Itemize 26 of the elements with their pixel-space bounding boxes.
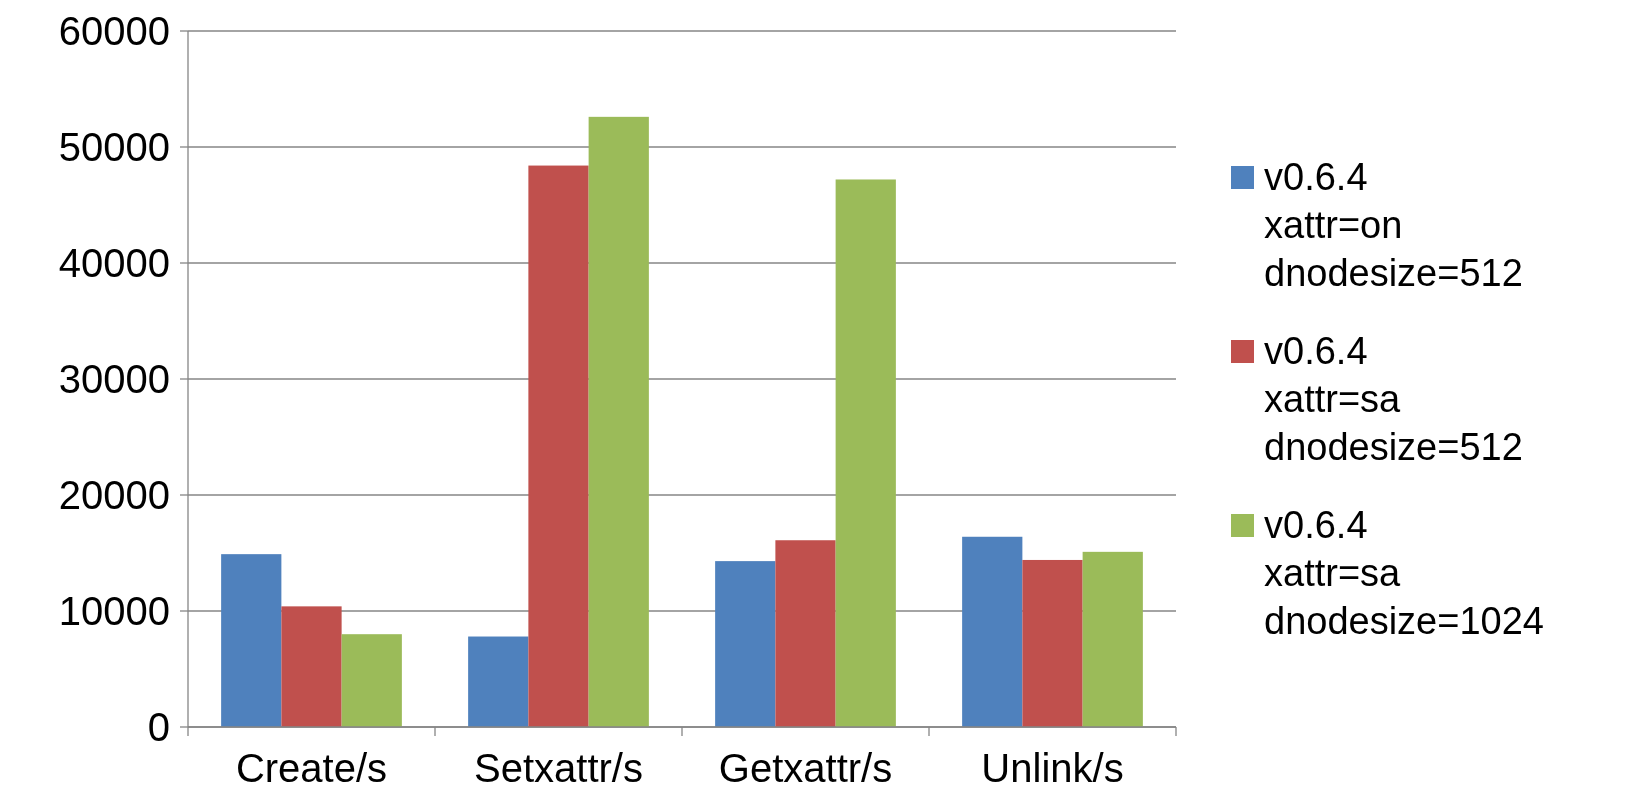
bar xyxy=(281,606,342,727)
bar xyxy=(468,636,529,727)
legend-label: v0.6.4 xattr=sa dnodesize=512 xyxy=(1264,330,1523,469)
bar xyxy=(715,561,776,727)
bar xyxy=(528,165,589,727)
y-tick-label: 40000 xyxy=(58,241,170,285)
legend-label: v0.6.4 xattr=on dnodesize=512 xyxy=(1264,156,1523,295)
y-tick-label: 30000 xyxy=(58,357,170,401)
bar xyxy=(1022,559,1083,727)
bar xyxy=(775,540,836,727)
y-tick-label: 20000 xyxy=(58,473,170,517)
bar xyxy=(588,116,649,727)
x-tick-label: Create/s xyxy=(235,746,388,790)
y-tick-label: 50000 xyxy=(58,125,170,169)
bar xyxy=(221,554,282,727)
y-tick-label: 60000 xyxy=(58,9,170,53)
bar xyxy=(341,634,402,727)
y-tick-label: 10000 xyxy=(58,589,170,633)
x-tick-label: Unlink/s xyxy=(981,746,1124,790)
bar xyxy=(962,536,1023,727)
legend-label: v0.6.4 xattr=sa dnodesize=1024 xyxy=(1264,504,1544,643)
y-tick-label: 0 xyxy=(147,705,170,749)
bar xyxy=(1082,551,1143,727)
bar xyxy=(835,179,896,727)
x-tick-label: Getxattr/s xyxy=(718,746,893,790)
x-tick-label: Setxattr/s xyxy=(474,746,643,790)
